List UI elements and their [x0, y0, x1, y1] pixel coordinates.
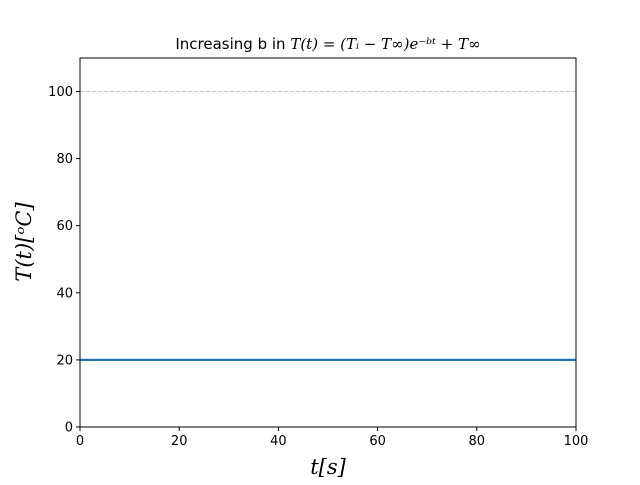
x-tick-label-80: 80 [469, 434, 486, 449]
x-tick-label-100: 100 [564, 434, 589, 449]
x-tick-label-60: 60 [369, 434, 386, 449]
chart-title: Increasing b in T(t) = (Tᵢ − T∞)e⁻ᵇᵗ + T… [175, 35, 480, 53]
y-tick-label-0: 0 [65, 421, 73, 436]
axes-frame [79, 57, 577, 428]
axis-ticks: 0 20 40 60 80 100 0 20 40 60 80 100 [48, 85, 588, 449]
x-tick-label-0: 0 [76, 434, 84, 449]
x-tick-label-20: 20 [171, 434, 188, 449]
y-tick-label-100: 100 [48, 85, 73, 100]
y-tick-label-40: 40 [56, 286, 73, 301]
x-axis-label: t[s] [310, 455, 346, 479]
y-tick-label-60: 60 [56, 219, 73, 234]
y-tick-label-80: 80 [56, 152, 73, 167]
chart-title-formula: T(t) = (Tᵢ − T∞)e⁻ᵇᵗ + T∞ [290, 35, 480, 53]
plot-area [80, 91, 576, 362]
x-tick-label-40: 40 [270, 434, 287, 449]
chart-title-prefix: Increasing b in [175, 35, 290, 53]
y-tick-label-20: 20 [56, 353, 73, 368]
y-axis-label: T(t)[ᵒC] [12, 202, 36, 282]
